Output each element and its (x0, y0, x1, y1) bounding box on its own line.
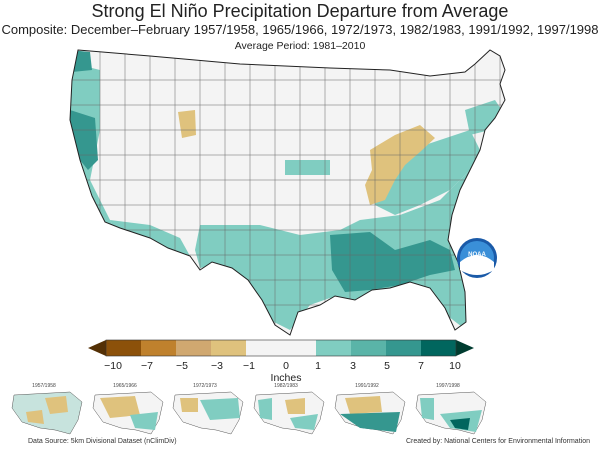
thumbnail-label: 1982/1983 (274, 383, 298, 389)
legend-swatch-4 (211, 340, 246, 356)
gulf-coast-wet-region (330, 232, 455, 292)
legend-ticks: −10 −7 −5 −3 −1 0 1 3 5 7 10 (104, 360, 461, 372)
thumbnail-label: 1972/1973 (193, 383, 217, 389)
legend-tick: 0 (283, 360, 289, 372)
thumbnail-label: 1957/1958 (32, 383, 56, 389)
legend-tick: 5 (384, 360, 390, 372)
noaa-logo-text: NOAA (468, 252, 486, 258)
legend-swatch-1 (106, 340, 141, 356)
map-subtitle: Composite: December–February 1957/1958, … (1, 22, 599, 37)
thumbnail-map: 1965/1966 (92, 383, 164, 435)
thumbnail-map: 1957/1958 (11, 383, 83, 435)
legend-swatch-3 (176, 340, 211, 356)
thumbnail-map: 1997/1998 (415, 383, 487, 435)
average-period: Average Period: 1981–2010 (234, 40, 366, 52)
thumbnail-row: 1957/1958 1965/1966 1972/1973 1982/1983 … (11, 383, 487, 435)
thumbnail-map: 1972/1973 (172, 383, 244, 435)
thumbnail-label: 1991/1992 (355, 383, 379, 389)
legend-tick: 1 (315, 360, 321, 372)
noaa-logo: NOAA (457, 238, 497, 278)
thumbnail-map: 1982/1983 (253, 383, 325, 435)
data-source-note: Data Source: 5km Divisional Dataset (nCl… (28, 438, 177, 445)
legend-tick: −5 (176, 360, 188, 372)
credit-note: Created by: National Centers for Environ… (405, 438, 590, 445)
legend-right-arrow (456, 340, 474, 356)
legend-unit-label: Inches (271, 372, 302, 384)
thumbnail-label: 1965/1966 (113, 383, 137, 389)
legend-tick: 7 (418, 360, 424, 372)
legend-swatch-7 (316, 340, 351, 356)
nor-cal-wet-region (70, 110, 98, 170)
map-title: Strong El Niño Precipitation Departure f… (91, 1, 509, 21)
thumbnail-label: 1997/1998 (436, 383, 460, 389)
legend-tick: −3 (211, 360, 223, 372)
legend-left-arrow (88, 340, 106, 356)
legend-swatch-8 (351, 340, 386, 356)
legend-tick: −10 (104, 360, 122, 372)
wa-coast-wet-region (70, 50, 92, 72)
legend-swatch-9 (386, 340, 421, 356)
montana-dry-region (178, 110, 196, 138)
kansas-wet-region (285, 160, 330, 175)
thumbnail-map: 1991/1992 (334, 383, 406, 435)
legend-colorbar (88, 339, 474, 357)
legend-tick: 10 (449, 360, 461, 372)
legend-swatch-6 (281, 340, 316, 356)
legend-tick: 3 (350, 360, 356, 372)
legend-swatch-10 (421, 340, 456, 356)
legend-swatch-5 (246, 340, 281, 356)
state-division-lines (70, 50, 505, 335)
legend-swatch-2 (141, 340, 176, 356)
legend-tick: −7 (141, 360, 153, 372)
legend-tick: −1 (243, 360, 255, 372)
